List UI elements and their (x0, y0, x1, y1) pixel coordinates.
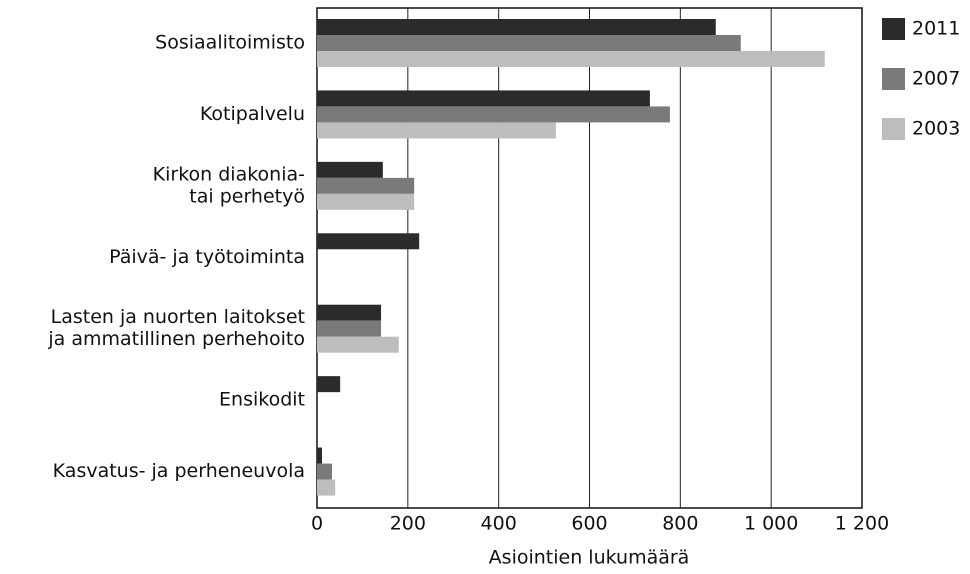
bar (317, 122, 556, 139)
legend-label: 2011 (912, 18, 960, 40)
x-tick-label: 0 (311, 513, 323, 535)
x-tick-label: 1 000 (744, 513, 798, 535)
y-tick-label: Kotipalvelu (200, 103, 305, 125)
legend-swatch (882, 118, 905, 140)
bar (317, 336, 399, 353)
bar (317, 177, 415, 194)
y-tick-label: Päivä- ja työtoiminta (109, 246, 305, 268)
bar (317, 90, 650, 107)
y-tick-label: Kirkon diakonia- (153, 163, 305, 185)
y-tick-label: tai perhetyö (189, 185, 305, 207)
y-tick-label: Sosiaalitoimisto (155, 32, 305, 54)
bar (317, 447, 322, 464)
legend-label: 2007 (912, 68, 960, 90)
bar (317, 35, 741, 51)
bar (317, 193, 415, 210)
bar (317, 51, 825, 67)
bar (317, 106, 670, 123)
bar (317, 463, 332, 480)
bar (317, 19, 716, 35)
y-tick-label: Kasvatus- ja perheneuvola (53, 460, 305, 482)
y-tick-label: ja ammatillinen perhehoito (47, 328, 305, 350)
bar (317, 233, 420, 250)
y-tick-label: Lasten ja nuorten laitokset (51, 306, 305, 328)
y-tick-label: Ensikodit (219, 389, 305, 411)
plot-frame (316, 7, 863, 509)
x-axis-title: Asiointien lukumäärä (489, 547, 690, 569)
x-tick-label: 1 200 (835, 513, 889, 535)
legend-label: 2003 (912, 118, 960, 140)
x-tick-label: 800 (662, 513, 698, 535)
x-tick-label: 600 (571, 513, 607, 535)
bar (317, 320, 382, 337)
bar (317, 376, 341, 393)
x-tick-label: 400 (481, 513, 517, 535)
bar (317, 161, 383, 178)
x-tick-label: 200 (390, 513, 426, 535)
legend-swatch (882, 18, 905, 40)
bar (317, 479, 336, 496)
bar (317, 304, 382, 321)
legend-swatch (882, 68, 905, 90)
